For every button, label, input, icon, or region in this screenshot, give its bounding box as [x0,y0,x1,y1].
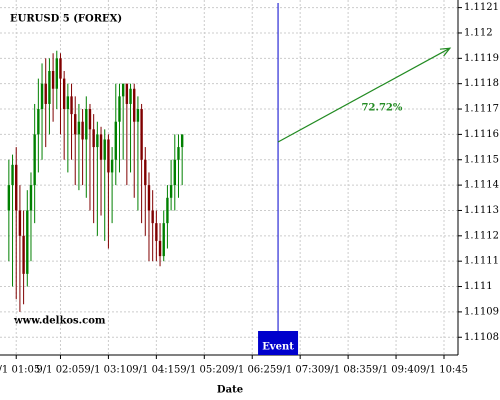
candle-body [40,83,44,110]
candle-body [166,197,169,224]
candle-body [85,109,88,140]
candle-body [88,109,92,130]
x-tick-label: 9/1 07:30 [276,365,324,376]
x-tick-label: 9/1 03:10 [84,365,132,376]
candle-body [155,223,158,241]
candle-body [177,147,180,160]
candle-body [136,109,140,122]
candle-body [125,83,129,104]
candle-body [62,78,66,110]
candle-body [114,121,117,160]
candle-body [110,159,114,173]
candle-body [129,88,132,104]
candle-body [59,58,62,79]
x-tick-label: 9/1 06:25 [228,365,276,376]
x-tick-label: 9/1 08:35 [324,365,372,376]
candle-body [103,139,106,160]
watermark: www.delkos.com [13,316,106,327]
candle-body [26,210,29,274]
candle-body [7,185,11,211]
candle-body [162,223,165,257]
candle-body [121,83,125,97]
chart-title: EURUSD 5 (FOREX) [10,14,122,25]
x-tick-label: 9/1 09:40 [372,365,420,376]
candle-body [37,109,40,135]
candle-body [140,109,143,160]
candle-body [77,121,81,135]
candle-body [133,88,136,122]
candle-body [180,134,184,148]
x-tick-label: 9/1 04:15 [132,365,180,376]
candle-body [22,235,25,274]
y-tick-label: 1.1113 [464,205,499,216]
y-tick-label: 1.1118 [464,78,499,89]
candle-body [18,210,22,236]
arrow-label: 72.72% [362,103,403,114]
y-tick-label: 1.1112 [464,230,499,241]
x-tick-label: 9/1 10:45 [420,365,468,376]
forecast-arrow [277,47,451,143]
candle-body [92,129,95,148]
candle-body [70,96,73,115]
y-tick-label: 1.1121 [464,2,499,13]
y-tick-label: 1.1111 [464,256,499,267]
x-tick-label: 9/1 05:20 [180,365,228,376]
y-tick-label: 1.1108 [464,332,499,343]
candle-body [158,240,162,257]
candle-body [147,185,151,211]
candle-body [151,210,154,224]
x-tick-label: 9/1 02:05 [36,365,84,376]
candle-body [11,164,14,186]
y-tick-label: 1.1116 [464,129,499,140]
arrow-head [439,47,452,57]
candle-body [74,114,77,135]
candle-body [48,71,51,104]
y-tick-label: 1.1117 [464,104,499,115]
y-tick-label: 1.1109 [464,306,499,317]
candle-body [29,185,33,211]
candle-body [107,139,110,173]
candle-body [169,185,173,198]
candle-body [173,159,176,186]
event-label: Event [262,342,294,353]
y-tick-label: 1.1119 [464,53,499,64]
candle-body [144,159,147,186]
candle-body [118,96,121,122]
candle-body [96,134,99,148]
event-box [258,331,299,355]
candle-body [55,58,58,89]
candle-body [81,121,84,140]
candle-body [44,83,47,104]
x-axis-label: Date [217,385,243,396]
y-tick-label: 1.1115 [464,154,499,165]
candle-body [99,134,103,160]
x-tick-label: 9/1 01:05 [0,365,40,376]
y-tick-label: 1.1114 [464,180,499,191]
candle-body [33,134,36,186]
candle-body [15,164,18,211]
y-tick-label: 1.112 [464,27,493,38]
candle-body [51,71,55,89]
candle-body [66,96,70,110]
y-tick-label: 1.111 [464,281,493,292]
